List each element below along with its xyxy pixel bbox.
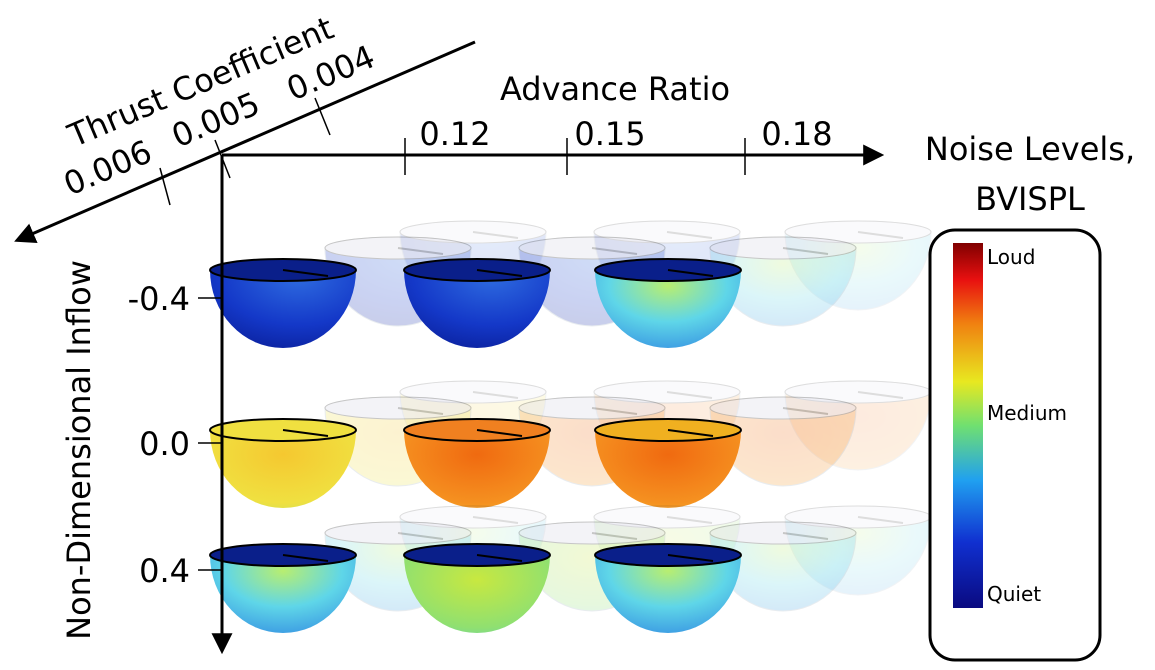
hemisphere <box>210 419 356 508</box>
tick-label: 0.15 <box>574 115 645 153</box>
legend-label: Quiet <box>987 582 1041 606</box>
legend-label: Loud <box>987 245 1035 269</box>
tick-label: 0.18 <box>761 115 832 153</box>
legend-label: Medium <box>987 401 1067 425</box>
rotor-hemispheres <box>210 221 931 633</box>
colorbar <box>953 243 983 608</box>
hemisphere <box>595 544 741 633</box>
tick-label: 0.0 <box>139 425 190 463</box>
hemisphere <box>595 419 741 508</box>
tick-label: 0.12 <box>419 115 490 153</box>
figure: Advance Ratio 0.12 0.15 0.18 Thrust Coef… <box>0 0 1155 670</box>
hemisphere <box>210 259 356 348</box>
hemisphere <box>404 259 550 348</box>
hemisphere <box>210 544 356 633</box>
hemisphere <box>404 419 550 508</box>
hemisphere <box>404 544 550 633</box>
legend-title: Noise Levels, <box>925 130 1135 168</box>
tick-label: -0.4 <box>128 280 190 318</box>
axis-label: Advance Ratio <box>500 70 730 108</box>
axis-label: Non-Dimensional Inflow <box>60 260 98 640</box>
hemisphere <box>595 259 741 348</box>
legend-title: BVISPL <box>975 180 1085 218</box>
tick-label: 0.4 <box>139 552 190 590</box>
